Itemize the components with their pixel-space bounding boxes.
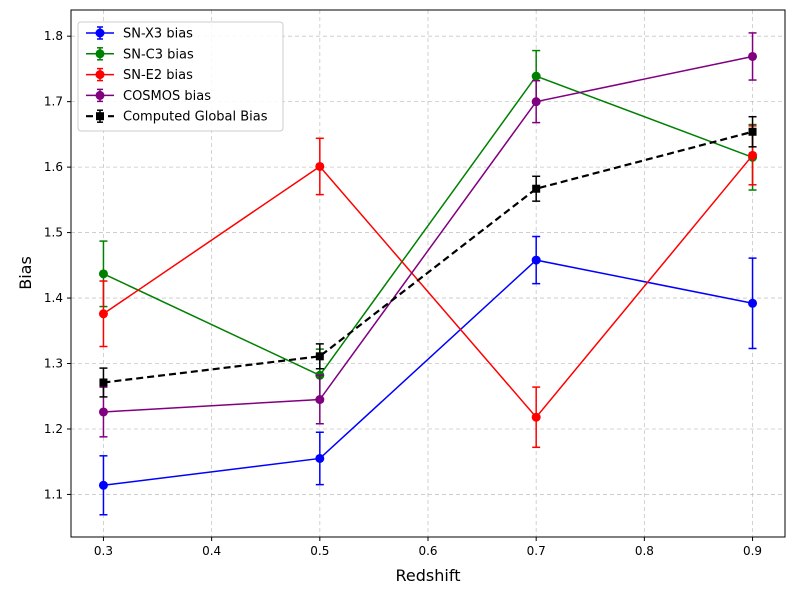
- legend-marker: [95, 70, 105, 80]
- data-point: [531, 71, 541, 81]
- y-tick-label: 1.3: [44, 357, 63, 371]
- data-point: [315, 352, 324, 361]
- x-tick-label: 0.8: [635, 544, 654, 558]
- data-point: [315, 395, 325, 405]
- x-tick-label: 0.5: [310, 544, 329, 558]
- data-point: [315, 453, 325, 463]
- data-point: [98, 480, 108, 490]
- data-point: [98, 407, 108, 417]
- x-axis-label: Redshift: [396, 566, 461, 585]
- data-point: [748, 127, 757, 136]
- y-tick-label: 1.8: [44, 29, 63, 43]
- data-point: [99, 378, 108, 387]
- y-tick-label: 1.7: [44, 95, 63, 109]
- y-tick-label: 1.1: [44, 487, 63, 501]
- data-point: [748, 150, 758, 160]
- plot-series: [98, 32, 758, 516]
- data-point: [98, 309, 108, 319]
- series-line: [103, 154, 754, 419]
- legend-label: SN-X3 bias: [123, 27, 193, 42]
- axis-ticks: 0.3 0.4 0.5 0.6 0.7 0.8 0.9 1.1 1.2 1.3 1.4 1.5 1.6 1…: [44, 29, 762, 558]
- x-tick-label: 0.4: [202, 544, 221, 558]
- legend-label: Computed Global Bias: [123, 110, 268, 125]
- legend-marker: [95, 28, 105, 38]
- series-computed-global-bias: [99, 115, 757, 398]
- y-tick-label: 1.2: [44, 422, 63, 436]
- legend-label: SN-E2 bias: [123, 68, 193, 83]
- data-point: [98, 269, 108, 279]
- y-tick-label: 1.5: [44, 226, 63, 240]
- series-sn-x3-bias: [98, 235, 758, 516]
- legend-entry: SN-C3 bias: [86, 47, 194, 62]
- y-tick-label: 1.6: [44, 160, 63, 174]
- y-axis-label: Bias: [16, 256, 35, 290]
- legend-label: SN-C3 bias: [123, 47, 194, 62]
- data-point: [531, 255, 541, 265]
- x-tick-label: 0.3: [94, 544, 113, 558]
- legend-label: COSMOS bias: [123, 89, 211, 104]
- data-point: [315, 161, 325, 171]
- series-line: [103, 259, 753, 487]
- series-cosmos-bias: [98, 32, 758, 438]
- series-sn-e2-bias: [98, 125, 758, 449]
- data-point: [748, 51, 758, 61]
- legend-marker: [96, 112, 104, 121]
- legend-marker: [95, 49, 105, 59]
- series-line: [103, 75, 753, 377]
- data-point: [531, 412, 541, 422]
- legend-entry: Computed Global Bias: [86, 109, 268, 125]
- legend-marker: [95, 90, 105, 100]
- legend: SN-X3 bias SN-C3 bias SN-E2 bias COSMOS bia…: [77, 21, 284, 132]
- x-tick-label: 0.7: [527, 544, 546, 558]
- series-line: [103, 130, 753, 384]
- legend-box: [77, 21, 284, 132]
- x-tick-label: 0.9: [743, 544, 762, 558]
- data-point: [531, 97, 541, 107]
- legend-entry: SN-E2 bias: [86, 67, 193, 83]
- legend-entry: SN-X3 bias: [86, 26, 193, 42]
- data-point: [748, 298, 758, 308]
- data-point: [532, 184, 541, 193]
- y-tick-label: 1.4: [44, 291, 63, 305]
- x-tick-label: 0.6: [418, 544, 437, 558]
- series-line: [103, 55, 753, 413]
- legend-entry: COSMOS bias: [86, 88, 211, 104]
